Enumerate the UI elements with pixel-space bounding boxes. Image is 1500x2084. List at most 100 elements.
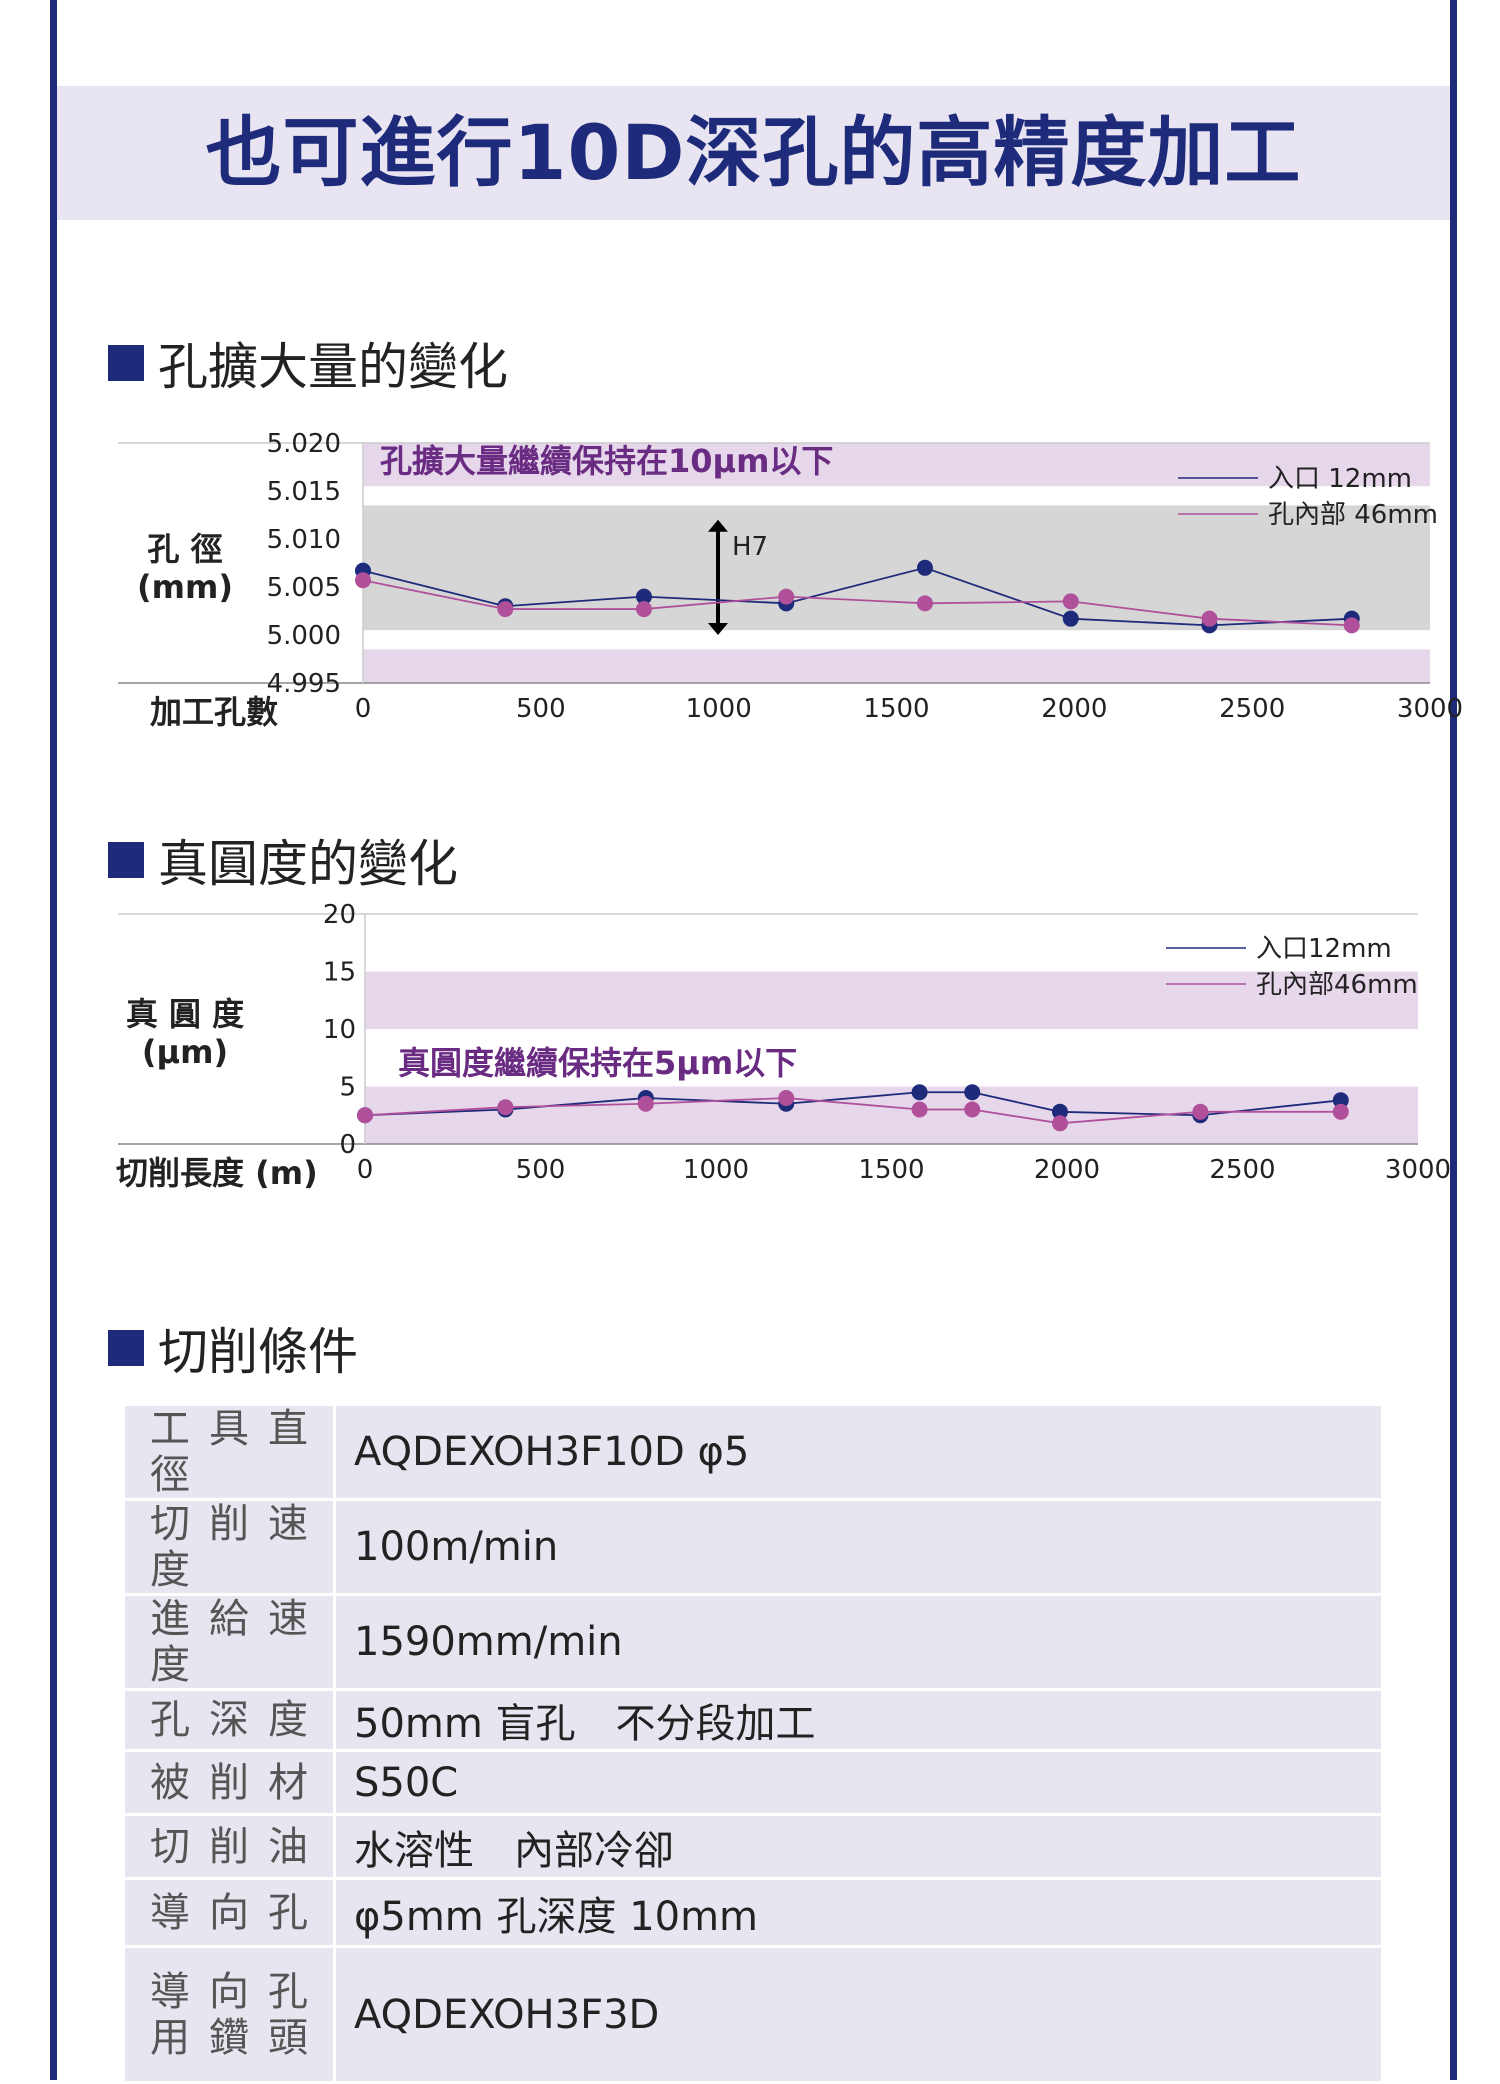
x-tick-label: 2500 <box>1219 694 1285 724</box>
section-heading-expansion: 孔擴大量的變化 <box>108 333 508 396</box>
data-point-inner <box>778 1090 795 1106</box>
x-axis-label: 切削長度 (m) <box>116 1154 318 1192</box>
condition-key-cell: 孔 深 度 <box>122 1688 336 1752</box>
y-axis-unit: (μm) <box>142 1033 228 1071</box>
data-point-entrance <box>635 588 652 605</box>
annotation-text: 真圓度繼續保持在5μm以下 <box>398 1044 797 1082</box>
x-tick-label: 3000 <box>1397 694 1463 724</box>
condition-key: 切 削 油 <box>150 1823 308 1870</box>
y-axis-label: 孔 徑 <box>147 530 222 568</box>
x-tick-label: 0 <box>357 1155 374 1185</box>
condition-value: 1590mm/min <box>333 1593 1384 1691</box>
tolerance-label: H7 <box>732 532 768 562</box>
section-title: 真圓度的變化 <box>158 835 458 893</box>
data-point-inner <box>911 1101 928 1118</box>
data-point-inner <box>497 601 514 618</box>
data-point-inner <box>964 1101 981 1118</box>
condition-key-cell: 工具直徑 <box>122 1403 336 1501</box>
condition-key: 進給速度 <box>150 1596 308 1688</box>
y-tick-label: 5.020 <box>267 430 341 459</box>
section-title: 切削條件 <box>158 1323 358 1381</box>
y-axis-unit: (mm) <box>137 568 233 606</box>
data-point-inner <box>357 1107 373 1124</box>
x-tick-label: 2000 <box>1034 1155 1100 1185</box>
condition-row: 切削速度 100m/min <box>122 1498 1384 1596</box>
section-title: 孔擴大量的變化 <box>158 338 508 396</box>
x-tick-label: 0 <box>355 694 372 724</box>
band-lower <box>365 1086 1418 1144</box>
condition-value: 100m/min <box>333 1498 1384 1596</box>
condition-key: 孔 深 度 <box>150 1697 308 1743</box>
x-axis-label: 加工孔數 <box>150 693 278 731</box>
section-heading-roundness: 真圓度的變化 <box>108 830 458 893</box>
legend-label-inner: 孔內部46mm <box>1256 970 1418 1000</box>
x-tick-label: 2000 <box>1041 694 1107 724</box>
condition-key: 工具直徑 <box>150 1406 308 1498</box>
x-tick-label: 2500 <box>1209 1155 1275 1185</box>
condition-row: 被 削 材 S50C <box>122 1749 1384 1816</box>
cutting-conditions-table: 工具直徑 AQDEXOH3F10D φ5 切削速度 100m/min 進給速度 1590m… <box>122 1403 1384 2084</box>
condition-row: 孔 深 度 50mm 盲孔 不分段加工 <box>122 1688 1384 1752</box>
y-tick-label: 0 <box>339 1130 356 1160</box>
data-point-inner <box>1201 610 1218 627</box>
data-point-entrance <box>1332 1092 1349 1109</box>
legend-label-entrance: 入口12mm <box>1256 934 1392 964</box>
tolerance-arrow-down-icon <box>708 623 728 635</box>
y-tick-label: 5.005 <box>267 573 341 603</box>
data-point-inner <box>916 595 933 612</box>
data-point-inner <box>1062 593 1079 610</box>
x-tick-label: 1500 <box>863 694 929 724</box>
y-axis-label: 真 圓 度 <box>126 995 244 1033</box>
annotation-text: 孔擴大量繼續保持在10μm以下 <box>380 442 833 480</box>
band-lower <box>363 649 1430 683</box>
data-point-entrance <box>916 559 933 576</box>
legend-label-inner: 孔內部 46mm <box>1268 500 1438 530</box>
y-tick-label: 4.995 <box>267 669 341 699</box>
condition-row: 導 向 孔 φ5mm 孔深度 10mm <box>122 1877 1384 1948</box>
condition-key: 導 向 孔 <box>150 1968 308 2015</box>
condition-row: 進給速度 1590mm/min <box>122 1593 1384 1691</box>
x-tick-label: 1500 <box>858 1155 924 1185</box>
square-bullet-icon <box>108 1330 144 1366</box>
title-band <box>57 86 1450 220</box>
data-point-entrance <box>964 1084 981 1101</box>
legend-label-entrance: 入口 12mm <box>1268 464 1412 494</box>
condition-value: φ5mm 孔深度 10mm <box>333 1877 1384 1948</box>
condition-key-cell: 切 削 油 <box>122 1813 336 1880</box>
condition-row: 工具直徑 AQDEXOH3F10D φ5 <box>122 1403 1384 1501</box>
series-line-entrance <box>362 566 1352 627</box>
data-point-inner <box>355 572 371 589</box>
square-bullet-icon <box>108 842 144 878</box>
x-tick-label: 3000 <box>1385 1155 1451 1185</box>
condition-key: 被 削 材 <box>150 1759 308 1806</box>
condition-key: 切削速度 <box>150 1501 308 1593</box>
condition-value: S50C <box>333 1749 1384 1816</box>
condition-value: AQDEXOH3F10D φ5 <box>333 1403 1384 1501</box>
data-point-inner <box>637 1095 654 1112</box>
condition-row: 切 削 油水溶性 內部冷卻 <box>122 1813 1384 1880</box>
page-title: 也可進行10D深孔的高精度加工 <box>205 108 1302 197</box>
condition-key: 導 向 孔 <box>150 1889 308 1936</box>
x-tick-label: 500 <box>516 694 566 724</box>
condition-key-line2: 用 鑽 頭 <box>150 2014 308 2061</box>
y-tick-label: 20 <box>323 900 356 930</box>
data-point-inner <box>1192 1103 1209 1120</box>
band-upper <box>365 971 1418 1029</box>
right-frame-border <box>1450 0 1457 2080</box>
condition-key-cell: 導 向 孔 <box>122 1877 336 1948</box>
condition-value: 50mm 盲孔 不分段加工 <box>333 1688 1384 1752</box>
square-bullet-icon <box>108 345 144 381</box>
tolerance-arrow-up-icon <box>708 519 728 532</box>
x-tick-label: 1000 <box>686 694 752 724</box>
condition-key-cell: 切削速度 <box>122 1498 336 1596</box>
data-point-inner <box>1343 617 1360 634</box>
section-heading-conditions: 切削條件 <box>108 1318 358 1381</box>
series-line-inner <box>362 579 1352 627</box>
data-point-inner <box>1051 1115 1068 1132</box>
data-point-inner <box>778 588 795 605</box>
y-tick-label: 5.015 <box>267 477 341 507</box>
x-tick-label: 500 <box>516 1155 566 1185</box>
y-tick-label: 15 <box>323 958 356 988</box>
data-point-inner <box>1332 1103 1349 1120</box>
